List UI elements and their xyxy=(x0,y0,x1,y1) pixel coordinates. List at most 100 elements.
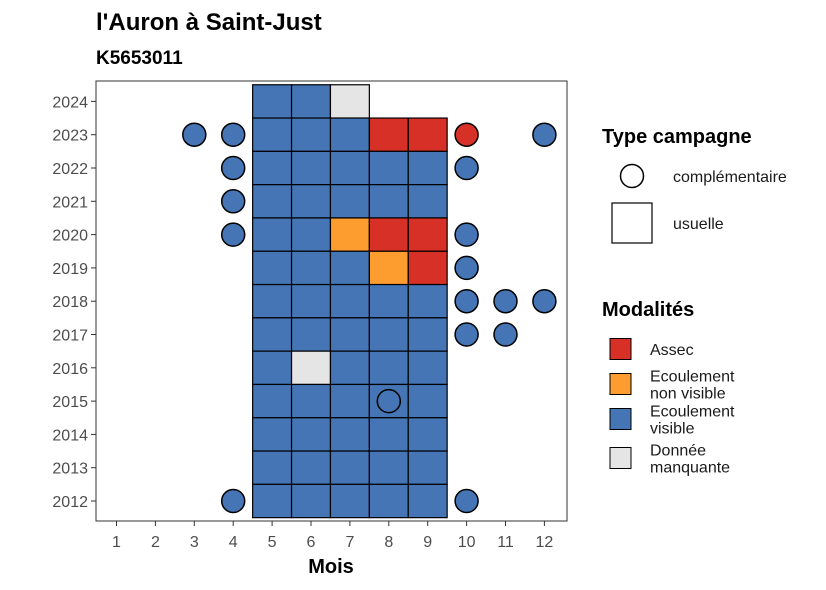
tile-2017-8 xyxy=(368,317,409,352)
legend-mod-label-visible-1: visible xyxy=(650,421,695,438)
tile-2014-9 xyxy=(407,417,448,452)
tile-2022-7 xyxy=(329,150,370,186)
tile-2019-9 xyxy=(407,250,448,286)
tile-2014-6 xyxy=(290,417,332,452)
x-tick-label-1: 1 xyxy=(112,534,121,551)
x-tick-label-6: 6 xyxy=(307,534,316,551)
tile-2012-9 xyxy=(407,483,448,519)
y-tick-label-2019: 2019 xyxy=(52,261,88,278)
tile-2018-6 xyxy=(290,283,332,319)
tile-2023-6 xyxy=(290,117,332,152)
tile-2020-9 xyxy=(407,217,448,252)
x-axis: 1 2 3 4 5 6 7 8 9 10 11 12 xyxy=(112,521,553,551)
point-2019-10 xyxy=(454,255,479,281)
point-2023-3 xyxy=(182,122,207,147)
y-tick-label-2013: 2013 xyxy=(52,461,88,478)
y-tick-label-2023: 2023 xyxy=(52,128,88,145)
y-tick-label-2016: 2016 xyxy=(52,361,88,378)
tile-2014-5 xyxy=(252,417,293,452)
tile-2013-7 xyxy=(329,450,370,485)
tile-2021-6 xyxy=(290,184,332,219)
legend-modalites-title: Modalités xyxy=(602,299,694,321)
point-2023-12 xyxy=(532,122,557,147)
tile-2017-7 xyxy=(329,317,370,352)
point-2018-11 xyxy=(493,288,518,314)
tile-2017-9 xyxy=(407,317,448,352)
y-tick-label-2017: 2017 xyxy=(52,328,88,345)
point-2012-10 xyxy=(454,488,479,514)
tile-2013-9 xyxy=(407,450,448,485)
tile-2017-6 xyxy=(290,317,332,352)
tile-2017-5 xyxy=(252,317,293,352)
point-2020-10 xyxy=(454,222,479,247)
tile-2021-9 xyxy=(407,184,448,219)
tile-2016-7 xyxy=(329,350,370,386)
tile-2016-8 xyxy=(368,350,409,386)
tile-2020-5 xyxy=(252,217,293,252)
point-2018-12 xyxy=(532,288,557,314)
chart-subtitle: K5653011 xyxy=(96,48,183,69)
tile-2015-6 xyxy=(290,383,332,419)
tile-2019-5 xyxy=(252,250,293,286)
legend-type-title: Type campagne xyxy=(602,126,752,148)
y-tick-label-2020: 2020 xyxy=(52,228,88,245)
tile-2020-8 xyxy=(368,217,409,252)
point-2021-4 xyxy=(220,189,246,214)
x-tick-label-8: 8 xyxy=(384,534,393,551)
legend-swatch-assec xyxy=(609,338,632,360)
tile-2023-7 xyxy=(329,117,370,152)
tile-2023-8 xyxy=(368,117,409,152)
x-tick-label-9: 9 xyxy=(423,534,432,551)
tile-2019-8 xyxy=(368,250,409,286)
tile-2020-7 xyxy=(329,217,370,252)
tile-2019-6 xyxy=(290,250,332,286)
point-2017-11 xyxy=(493,322,518,347)
tile-2018-8 xyxy=(368,283,409,319)
tile-2012-6 xyxy=(290,483,332,519)
tile-2021-5 xyxy=(252,184,293,219)
tile-2015-7 xyxy=(329,383,370,419)
legend-mod-label-nonvisible-0: Ecoulement xyxy=(650,369,735,386)
tile-2023-9 xyxy=(407,117,448,152)
tile-2016-6 xyxy=(290,350,332,386)
tile-2013-6 xyxy=(290,450,332,485)
tile-2018-7 xyxy=(329,283,370,319)
legend-swatch-nonvisible xyxy=(609,373,632,395)
legend-mod-label-manquante-1: manquante xyxy=(650,460,730,477)
tile-2016-9 xyxy=(407,350,448,386)
point-2022-4 xyxy=(220,155,246,181)
tile-2012-5 xyxy=(252,483,293,519)
point-2023-4 xyxy=(220,122,246,147)
legend-square-icon xyxy=(611,202,653,244)
x-tick-label-12: 12 xyxy=(536,534,554,551)
point-2022-10 xyxy=(454,155,479,181)
point-2020-4 xyxy=(220,222,246,247)
plot-panel xyxy=(95,80,568,522)
tile-2014-7 xyxy=(329,417,370,452)
legend-mod-label-nonvisible-1: non visible xyxy=(650,386,726,403)
legend-mod-label-visible-0: Ecoulement xyxy=(650,404,735,421)
tile-2022-9 xyxy=(407,150,448,186)
y-tick-label-2024: 2024 xyxy=(52,94,88,111)
tile-2012-8 xyxy=(368,483,409,519)
tile-2021-8 xyxy=(368,184,409,219)
tile-2018-5 xyxy=(252,283,293,319)
tile-2014-8 xyxy=(368,417,409,452)
x-tick-label-4: 4 xyxy=(229,534,238,551)
legend-mod-label-assec-0: Assec xyxy=(650,342,694,359)
tile-2021-7 xyxy=(329,184,370,219)
tile-2013-5 xyxy=(252,450,293,485)
legend-type-campagne: Type campagne complémentaire usuelle xyxy=(602,126,787,244)
tile-2024-5 xyxy=(252,84,293,119)
y-tick-label-2022: 2022 xyxy=(52,161,88,178)
tile-2019-7 xyxy=(329,250,370,286)
tile-2023-5 xyxy=(252,117,293,152)
tile-2022-8 xyxy=(368,150,409,186)
legend-type-label-complementaire: complémentaire xyxy=(673,169,787,186)
legend-type-label-usuelle: usuelle xyxy=(673,216,724,233)
legend-circle-icon xyxy=(619,163,645,189)
tile-2024-6 xyxy=(290,84,332,119)
tile-2022-6 xyxy=(290,150,332,186)
